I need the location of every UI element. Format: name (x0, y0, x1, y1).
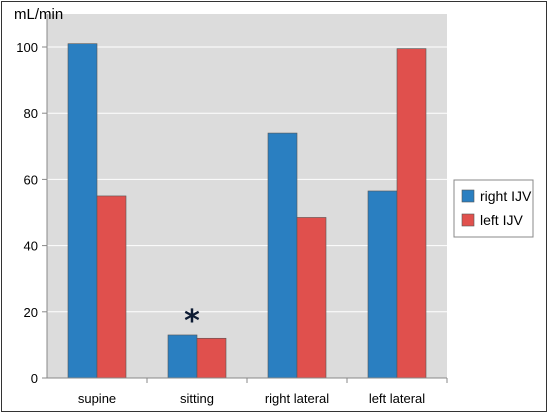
bar-left-ijv-3 (396, 48, 427, 379)
y-tick-label: 0 (31, 371, 38, 386)
bars (67, 43, 427, 379)
y-axis-ticks: 0 20 40 60 80 100 (16, 40, 47, 386)
x-category-label: right lateral (265, 391, 329, 406)
significance-marker: * (184, 304, 200, 339)
bar-right-ijv-3 (367, 190, 398, 379)
y-tick-label: 100 (16, 40, 38, 55)
y-tick-label: 60 (24, 172, 38, 187)
bar-left-ijv-1 (196, 337, 227, 379)
x-category-label: supine (78, 391, 116, 406)
y-unit-label: mL/min (14, 6, 63, 23)
bar-right-ijv-1 (167, 334, 198, 379)
bar-left-ijv-0 (96, 195, 127, 379)
legend-swatch (461, 189, 475, 203)
y-tick-label: 40 (24, 239, 38, 254)
legend-box (453, 179, 534, 238)
bar-left-ijv-2 (296, 217, 327, 379)
legend-label: left IJV (480, 212, 523, 228)
bar-right-ijv-0 (67, 43, 98, 379)
x-category-label: sitting (180, 391, 214, 406)
bar-right-ijv-2 (267, 132, 298, 379)
y-tick-label: 20 (24, 305, 38, 320)
legend: right IJV left IJV (453, 179, 534, 238)
y-tick-label: 80 (24, 106, 38, 121)
legend-label: right IJV (480, 188, 532, 204)
x-category-label: left lateral (369, 391, 425, 406)
x-axis-categories: supine sitting right lateral left lateral (78, 378, 448, 406)
legend-swatch (461, 213, 475, 227)
